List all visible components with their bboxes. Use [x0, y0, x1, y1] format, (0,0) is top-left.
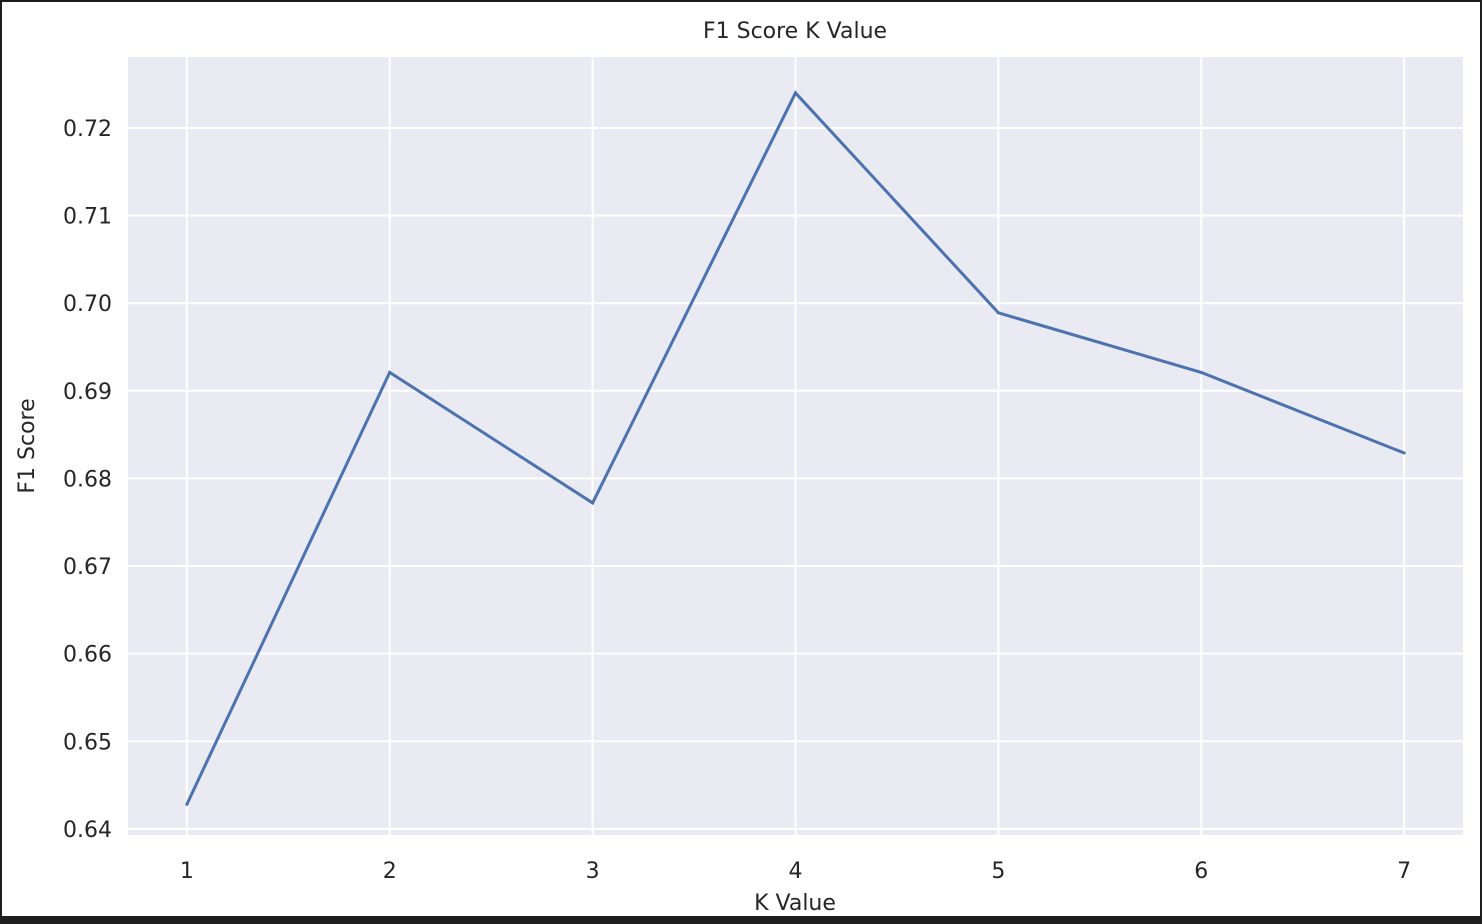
y-tick-label: 0.68 [63, 467, 112, 492]
data-point [185, 802, 189, 806]
x-tick-label: 1 [180, 859, 194, 884]
x-tick-label: 2 [383, 859, 397, 884]
grid-lines [128, 57, 1463, 835]
y-tick-label: 0.64 [63, 818, 112, 843]
y-tick-label: 0.65 [63, 730, 112, 755]
x-tick-label: 5 [991, 859, 1005, 884]
x-axis-label: K Value [754, 891, 836, 916]
y-tick-label: 0.66 [63, 643, 112, 668]
x-tick-label: 7 [1397, 859, 1411, 884]
data-point [996, 311, 1000, 315]
y-tick-label: 0.69 [63, 380, 112, 405]
x-tick-label: 3 [586, 859, 600, 884]
data-point [1402, 451, 1406, 455]
data-point [591, 501, 595, 505]
y-tick-label: 0.70 [63, 292, 112, 317]
y-tick-labels: 0.64 0.65 0.66 0.67 0.68 0.69 0.70 0.71 0.72 [63, 117, 112, 843]
y-tick-label: 0.72 [63, 117, 112, 142]
y-tick-label: 0.67 [63, 555, 112, 580]
y-tick-label: 0.71 [63, 205, 112, 230]
series-group [185, 90, 1406, 806]
chart-title: F1 Score K Value [703, 19, 887, 44]
data-point [794, 91, 797, 95]
x-tick-label: 4 [789, 859, 803, 884]
data-point [388, 370, 392, 374]
x-tick-label: 6 [1194, 859, 1208, 884]
x-tick-labels: 1 2 3 4 5 6 7 [180, 859, 1411, 884]
data-point [1199, 370, 1203, 374]
y-axis-label: F1 Score [15, 398, 40, 493]
